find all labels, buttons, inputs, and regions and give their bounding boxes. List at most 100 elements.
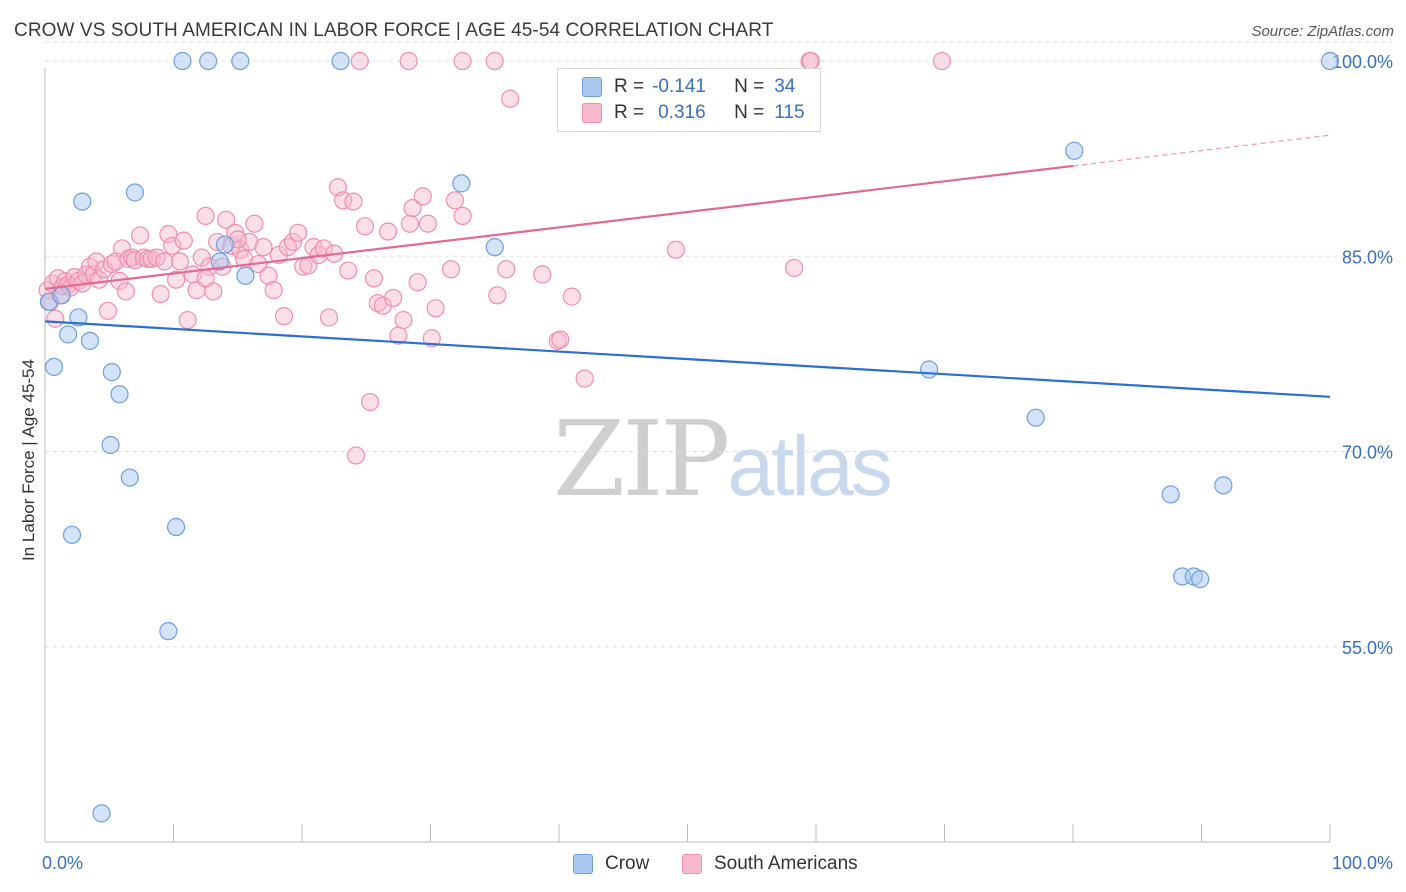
crow-trend-line xyxy=(44,320,1331,398)
south-americans-point xyxy=(192,248,211,267)
crow-r-value: -0.141 xyxy=(652,76,706,97)
y-tick-label-100: 100.0% xyxy=(1332,52,1393,72)
crow-point xyxy=(1214,476,1233,495)
south-americans-point xyxy=(46,309,65,328)
south-americans-point xyxy=(283,232,303,252)
south-americans-point xyxy=(159,225,178,244)
south-americans-point xyxy=(130,226,150,245)
south-americans-point xyxy=(575,369,594,388)
south-americans-trend-line xyxy=(44,164,1074,290)
crow-point xyxy=(59,325,78,344)
south-americans-point xyxy=(259,266,278,285)
crow-point xyxy=(215,235,234,254)
crow-point xyxy=(919,360,939,379)
sa-n-label: N = xyxy=(734,102,765,123)
y-tick-label-85: 85.0% xyxy=(1342,247,1393,267)
chart-title: CROW VS SOUTH AMERICAN IN LABOR FORCE | … xyxy=(14,20,774,41)
south-americans-point xyxy=(112,239,132,258)
south-americans-point xyxy=(422,329,441,348)
south-americans-point xyxy=(801,51,820,71)
south-americans-point xyxy=(361,392,380,412)
south-americans-point xyxy=(319,308,339,327)
crow-point xyxy=(92,804,111,823)
crow-point xyxy=(110,385,129,404)
south-americans-legend-label: South Americans xyxy=(714,853,858,874)
crow-n-value: 34 xyxy=(774,76,796,97)
bottom-legend-south-americans: South Americans xyxy=(682,851,858,877)
south-americans-legend-swatch xyxy=(682,854,702,874)
crow-swatch xyxy=(582,77,602,97)
crow-point xyxy=(1320,51,1340,71)
crow-point xyxy=(62,525,82,544)
south-americans-point xyxy=(155,252,174,271)
crow-point xyxy=(80,331,100,350)
crow-legend-swatch xyxy=(573,854,593,874)
south-americans-point xyxy=(403,199,422,218)
south-americans-point xyxy=(278,238,297,257)
south-americans-point xyxy=(426,299,445,318)
south-americans-point xyxy=(170,252,190,271)
crow-point xyxy=(52,286,71,305)
south-americans-point xyxy=(166,270,186,289)
crow-point xyxy=(69,308,88,327)
south-americans-swatch xyxy=(582,103,602,123)
crow-r-label: R = xyxy=(614,76,645,97)
south-americans-point xyxy=(932,51,952,71)
south-americans-point xyxy=(350,51,369,71)
y-tick-label-70: 70.0% xyxy=(1342,443,1393,463)
legend-row-crow: R = -0.141 N = 34 xyxy=(582,75,795,99)
south-americans-point xyxy=(240,232,259,252)
y-tick-label-55: 55.0% xyxy=(1342,638,1393,658)
south-americans-point xyxy=(289,223,308,242)
south-americans-point xyxy=(196,269,215,288)
south-americans-point xyxy=(445,191,465,210)
south-americans-point xyxy=(174,231,193,250)
south-americans-point xyxy=(254,238,273,257)
crow-point xyxy=(452,174,471,193)
south-americans-point xyxy=(400,214,420,233)
crow-n-label: N = xyxy=(734,76,765,97)
crow-point xyxy=(44,357,64,377)
south-americans-point xyxy=(116,282,136,301)
south-americans-point xyxy=(344,192,363,211)
crow-point xyxy=(199,51,218,71)
south-americans-point xyxy=(488,286,507,305)
sa-r-label: R = xyxy=(614,102,645,123)
south-americans-point xyxy=(562,287,581,306)
sa-r-value: 0.316 xyxy=(658,102,706,123)
y-axis-label: In Labor Force | Age 45-54 xyxy=(19,359,38,561)
crow-point xyxy=(173,51,192,71)
south-americans-point xyxy=(339,261,358,280)
south-americans-point xyxy=(355,217,375,236)
crow-point xyxy=(125,183,145,202)
crow-point xyxy=(210,252,229,271)
south-americans-point xyxy=(666,240,686,259)
south-americans-point xyxy=(178,310,197,330)
south-americans-trend-extension xyxy=(1072,134,1331,167)
zipatlas-watermark: ZIPatlas xyxy=(553,398,893,520)
source-credit: Source: ZipAtlas.com xyxy=(1251,23,1394,40)
south-americans-point xyxy=(274,307,294,326)
sa-n-value: 115 xyxy=(774,102,805,123)
crow-point xyxy=(1065,141,1084,160)
south-americans-point xyxy=(314,239,333,258)
x-tick-label-100: 100.0% xyxy=(1332,853,1393,873)
crow-point xyxy=(1161,485,1180,504)
crow-point xyxy=(101,435,120,455)
crow-point xyxy=(159,622,178,641)
south-americans-point xyxy=(364,269,384,288)
south-americans-point xyxy=(384,288,403,308)
watermark-atlas: atlas xyxy=(727,419,892,513)
south-americans-point xyxy=(346,446,366,465)
south-americans-point xyxy=(151,284,170,304)
south-americans-point xyxy=(163,236,182,255)
x-tick-label-0: 0.0% xyxy=(42,853,83,873)
bottom-legend-crow: Crow xyxy=(573,851,649,877)
south-americans-point xyxy=(501,89,520,108)
crow-point xyxy=(1191,569,1210,589)
legend-row-south-americans: R = 0.316 N = 115 xyxy=(582,101,805,125)
south-americans-point xyxy=(497,260,516,279)
south-americans-point xyxy=(785,258,804,278)
crow-point xyxy=(485,238,504,257)
